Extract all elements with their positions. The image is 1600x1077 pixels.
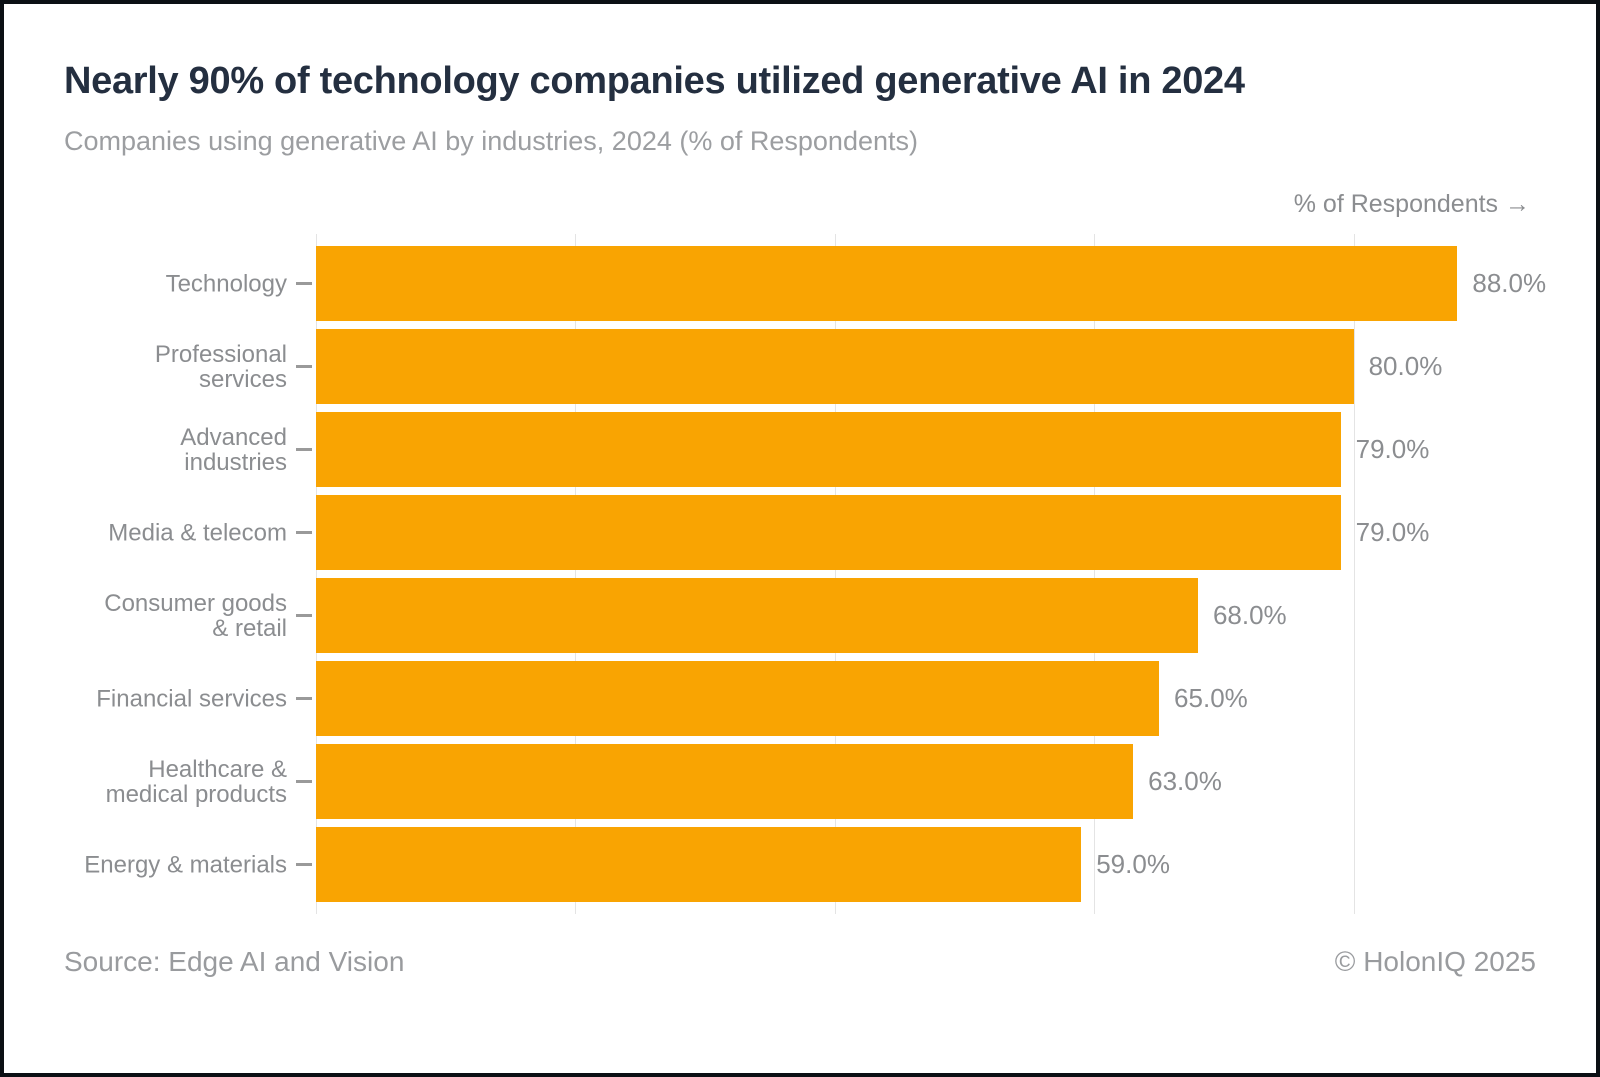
bar xyxy=(316,744,1134,819)
category-tick xyxy=(296,863,312,866)
category-label: Media & telecom xyxy=(108,519,287,546)
bar-value-label: 68.0% xyxy=(1212,600,1287,630)
bar xyxy=(316,246,1458,321)
category-tick xyxy=(296,780,312,783)
bar-value-label: 80.0% xyxy=(1368,351,1443,381)
plot-area: 88.0% Technology 80.0% Professional services… xyxy=(4,4,1596,1073)
category-tick xyxy=(296,365,312,368)
category-label: Advanced industries xyxy=(180,423,287,476)
gridline-60 xyxy=(1094,234,1096,914)
gridline-80 xyxy=(1353,234,1355,914)
chart-subtitle: Companies using generative AI by industr… xyxy=(64,126,918,156)
bar xyxy=(316,827,1082,902)
bar xyxy=(316,495,1341,570)
category-label: Financial services xyxy=(96,685,287,712)
gridline-40 xyxy=(834,234,836,914)
copyright-note: © HolonIQ 2025 xyxy=(1334,946,1536,977)
bar-value-label: 59.0% xyxy=(1096,849,1170,879)
bar-value-label: 88.0% xyxy=(1472,268,1547,298)
category-label: Healthcare & medical products xyxy=(105,755,287,808)
bar xyxy=(316,329,1354,404)
category-label: Energy & materials xyxy=(84,851,287,878)
chart-title: Nearly 90% of technology companies utili… xyxy=(64,60,1245,102)
category-tick xyxy=(296,697,312,700)
x-axis-label: % of Respondents → xyxy=(1293,190,1530,218)
bar xyxy=(316,578,1198,653)
source-note: Source: Edge AI and Vision xyxy=(64,946,405,977)
category-tick xyxy=(296,282,312,285)
category-tick xyxy=(296,614,312,617)
bar-value-label: 79.0% xyxy=(1355,434,1430,464)
gridline-20 xyxy=(575,234,577,914)
gridline-0 xyxy=(316,234,317,914)
category-label: Technology xyxy=(165,270,287,297)
category-tick xyxy=(296,448,312,451)
category-label: Professional services xyxy=(154,340,287,393)
category-label: Consumer goods & retail xyxy=(104,589,287,642)
bar xyxy=(316,661,1160,736)
bar-value-label: 79.0% xyxy=(1355,517,1430,547)
category-tick xyxy=(296,531,312,534)
bar-value-label: 65.0% xyxy=(1174,683,1248,713)
bar xyxy=(316,412,1341,487)
bar-value-label: 63.0% xyxy=(1148,766,1222,796)
